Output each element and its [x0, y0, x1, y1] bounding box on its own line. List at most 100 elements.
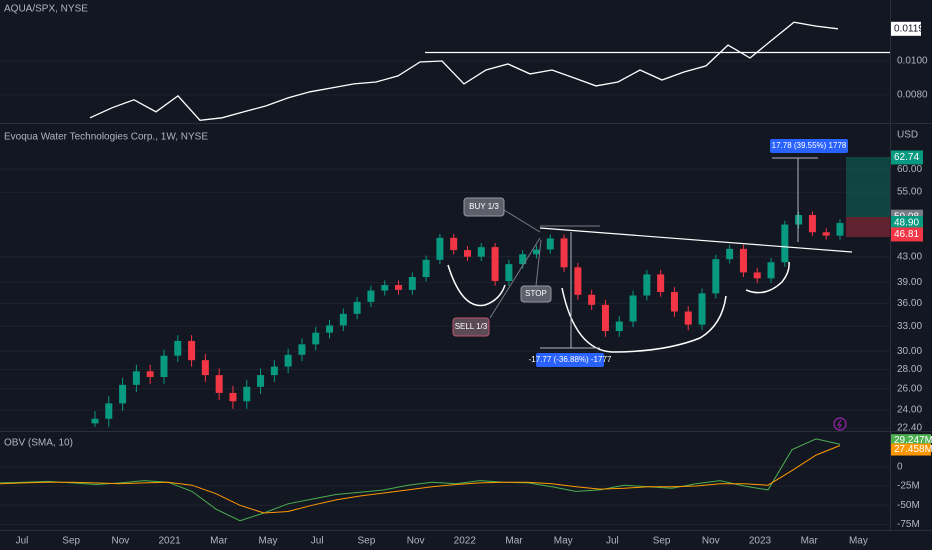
candle-body	[739, 248, 747, 273]
candle-body	[353, 301, 361, 314]
y-tick-label: 33.00	[897, 321, 922, 332]
candle-body	[312, 332, 320, 345]
candle-body	[532, 249, 540, 255]
candle-body	[395, 285, 403, 290]
candle-body	[367, 290, 375, 302]
time-label: May	[259, 536, 278, 547]
candle-body	[519, 254, 527, 265]
candle-body	[491, 247, 499, 282]
annotation-labels: 17.78 (39.55%) 1778 -17.77 (-36.88%) -17…	[452, 139, 848, 431]
time-label: Nov	[702, 536, 720, 547]
measure-up-label: 17.78 (39.55%) 1778	[772, 141, 847, 150]
last-value-label: 0.0119	[894, 23, 924, 34]
candle-body	[560, 238, 568, 268]
candle-body	[339, 313, 347, 326]
time-label: Nov	[407, 536, 425, 547]
time-label: May	[849, 536, 868, 547]
currency: USD	[897, 130, 918, 141]
candle-body	[836, 222, 844, 236]
candle-body	[808, 215, 816, 233]
ratio-title: AQUA/SPX, NYSE	[4, 4, 88, 15]
time-label: Jul	[311, 536, 324, 547]
cup	[561, 287, 727, 353]
time-label: Sep	[653, 536, 671, 547]
candle-body	[657, 274, 665, 292]
event-icon[interactable]	[833, 417, 847, 431]
candle-body	[270, 366, 278, 376]
candle-body	[684, 311, 692, 325]
sell-pointer	[489, 237, 541, 319]
buy-box	[463, 197, 505, 217]
sell-box	[452, 317, 490, 337]
candle-body	[146, 371, 154, 378]
y-tick-label: 26.00	[897, 383, 922, 394]
pane	[0, 438, 890, 526]
candle-body	[505, 264, 513, 282]
candle-body	[588, 294, 596, 305]
obv-line	[0, 445, 841, 514]
candle-body	[767, 262, 775, 279]
candle-body	[546, 238, 554, 250]
candle-body	[119, 384, 127, 404]
candle-body	[381, 285, 389, 291]
last-value-box	[891, 434, 931, 447]
candle-body	[726, 248, 734, 260]
price-label: 62.74	[894, 152, 919, 163]
y-tick-label: 0.0080	[897, 90, 928, 101]
ratio-line	[89, 21, 839, 121]
candle-body	[670, 291, 678, 312]
candle-body	[795, 215, 803, 225]
last-value-box	[891, 443, 931, 456]
time-label: Jul	[16, 536, 29, 547]
candle-body	[781, 224, 789, 263]
candle-body	[243, 386, 251, 402]
candle-body	[574, 267, 582, 295]
trendline	[539, 227, 853, 253]
measure-down-box	[536, 353, 604, 367]
measure-down-label: -17.77 (-36.88%) -1777	[529, 355, 612, 364]
y-tick-label: 24.00	[897, 405, 922, 416]
stop-pointer	[535, 239, 542, 287]
candle-body	[257, 375, 265, 387]
candle-body	[643, 274, 651, 296]
candle-body	[229, 392, 237, 402]
candle-body	[422, 259, 430, 278]
candle-body	[326, 325, 334, 333]
pane	[0, 168, 890, 429]
last-value-box	[891, 21, 921, 36]
candle-body	[753, 272, 761, 279]
sell-label: SELL 1/3	[455, 322, 488, 331]
buy-pointer	[503, 209, 541, 233]
candle-body	[174, 340, 182, 356]
time-label: Mar	[210, 536, 228, 547]
y-tick-label: 36.00	[897, 298, 922, 309]
candle-body	[436, 237, 444, 260]
candle-body	[91, 418, 99, 424]
candle-body	[629, 295, 637, 322]
candle-body	[105, 403, 113, 419]
y-tick-label: 60.00	[897, 164, 922, 175]
candle-body	[298, 344, 306, 355]
candle-body	[712, 259, 720, 294]
time-label: 2021	[158, 536, 181, 547]
last-value-label: 29.247M	[894, 435, 932, 446]
last-value-label: 27.458M	[894, 444, 932, 455]
target-zone	[846, 157, 890, 217]
y-tick-label: 28.00	[897, 364, 922, 375]
y-tick-label: 43.00	[897, 251, 922, 262]
candle-body	[160, 355, 168, 378]
candle-body	[408, 277, 416, 290]
price-label: 46.81	[894, 229, 919, 240]
candle-body	[615, 321, 623, 332]
price-label-box	[891, 227, 923, 242]
drawings	[447, 157, 890, 353]
candle-body	[132, 371, 140, 385]
cup-handle	[745, 261, 790, 294]
candle-body	[215, 375, 223, 393]
main-title: Evoqua Water Technologies Corp., 1W, NYS…	[4, 132, 208, 143]
stop-zone	[846, 217, 890, 237]
time-label: Jul	[606, 536, 619, 547]
candle-body	[284, 354, 292, 367]
